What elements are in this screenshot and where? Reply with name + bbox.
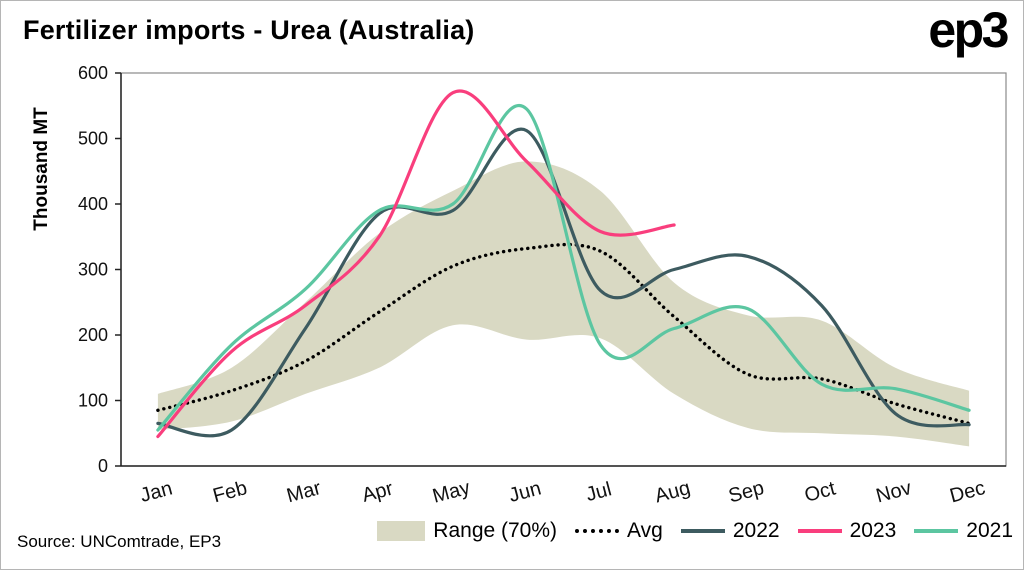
svg-text:Sep: Sep bbox=[726, 477, 766, 507]
svg-text:Jul: Jul bbox=[584, 478, 614, 506]
svg-text:100: 100 bbox=[78, 391, 108, 411]
legend-item-avg: Avg bbox=[575, 519, 663, 543]
svg-text:Mar: Mar bbox=[284, 477, 323, 507]
legend-label-2022: 2022 bbox=[732, 519, 780, 542]
svg-text:Jan: Jan bbox=[138, 477, 175, 507]
svg-text:Nov: Nov bbox=[874, 477, 914, 507]
svg-text:Feb: Feb bbox=[211, 477, 250, 507]
svg-text:Dec: Dec bbox=[948, 477, 988, 507]
line-2023-swatch bbox=[797, 529, 842, 533]
page-title: Fertilizer imports - Urea (Australia) bbox=[23, 15, 475, 45]
line-2021-swatch bbox=[914, 529, 959, 533]
legend-item-2022: 2022 bbox=[680, 519, 780, 543]
legend-item-range: Range (70%) bbox=[377, 519, 557, 543]
legend-item-2023: 2023 bbox=[797, 519, 897, 543]
ep3-logo: ep3 bbox=[928, 2, 1009, 58]
legend-label-range: Range (70%) bbox=[433, 519, 558, 542]
svg-text:300: 300 bbox=[78, 260, 108, 280]
svg-text:400: 400 bbox=[78, 194, 108, 214]
source-note: Source: UNComtrade, EP3 bbox=[17, 532, 222, 551]
svg-text:May: May bbox=[430, 477, 472, 508]
legend-item-2021: 2021 bbox=[914, 519, 1013, 543]
svg-text:Thousand MT: Thousand MT bbox=[31, 107, 52, 231]
svg-text:600: 600 bbox=[78, 63, 108, 83]
svg-text:Oct: Oct bbox=[802, 477, 838, 506]
svg-text:Aug: Aug bbox=[653, 477, 693, 507]
line-2022-swatch bbox=[680, 529, 725, 533]
svg-text:Jun: Jun bbox=[507, 477, 544, 507]
avg-line-swatch bbox=[575, 529, 620, 533]
svg-text:500: 500 bbox=[78, 129, 108, 149]
legend-label-avg: Avg bbox=[627, 519, 663, 542]
svg-text:0: 0 bbox=[98, 456, 108, 476]
svg-text:200: 200 bbox=[78, 325, 108, 345]
legend-label-2023: 2023 bbox=[849, 519, 897, 542]
range-band-swatch bbox=[377, 521, 426, 541]
chart-legend: Range (70%) Avg 2022 2023 2021 bbox=[377, 519, 1013, 543]
legend-label-2021: 2021 bbox=[966, 519, 1013, 542]
svg-text:Apr: Apr bbox=[360, 477, 396, 506]
